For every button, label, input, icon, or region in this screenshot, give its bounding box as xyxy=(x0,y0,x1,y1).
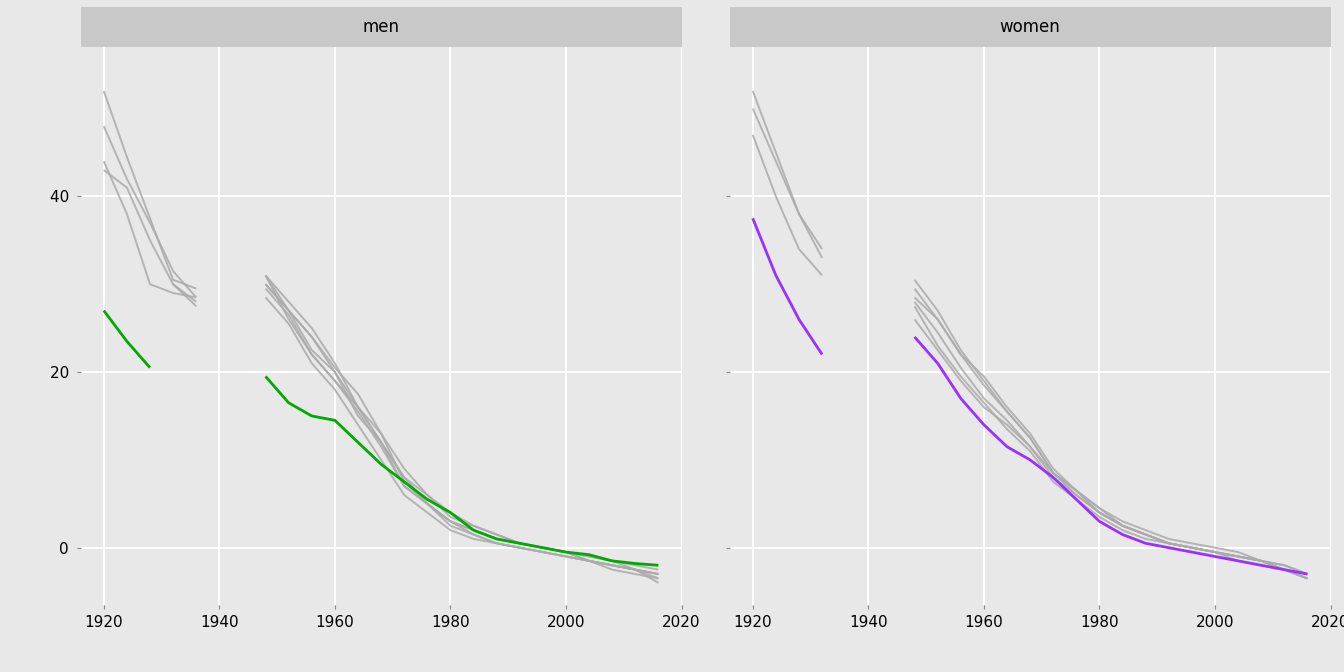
Text: women: women xyxy=(1000,18,1060,36)
Text: men: men xyxy=(363,18,399,36)
